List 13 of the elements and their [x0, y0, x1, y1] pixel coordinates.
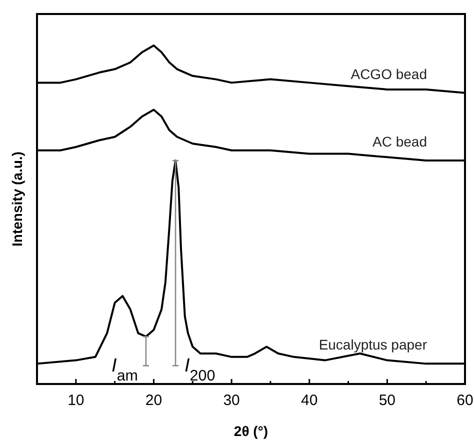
x-tick-label: 20 — [145, 392, 162, 409]
x-axis-title: 2θ (°) — [234, 423, 268, 439]
y-axis-title: Intensity (a.u.) — [9, 152, 25, 246]
x-tick-label: 10 — [68, 392, 84, 409]
x-tick-label: 60 — [456, 392, 474, 409]
x-tick-label: 40 — [301, 392, 318, 409]
series-label: Eucalyptus paper — [318, 336, 428, 353]
x-tick-label: 30 — [223, 392, 240, 409]
annotation: I$_{200}$ — [184, 356, 216, 384]
series-label: AC bead — [372, 134, 427, 150]
annotation: I$_{am}$ — [112, 356, 138, 384]
series-label: ACGO bead — [350, 66, 427, 82]
x-tick-label: 50 — [378, 392, 396, 409]
